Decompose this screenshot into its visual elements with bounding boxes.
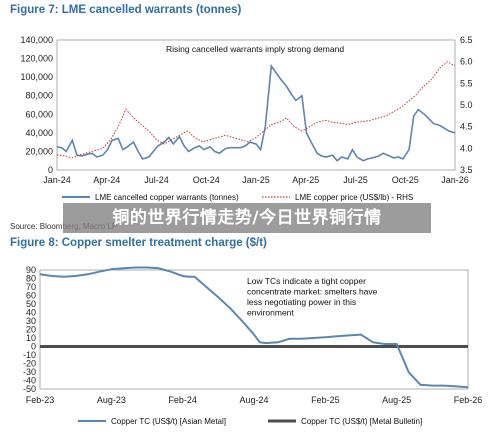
y-tick-label: 0 [31, 342, 36, 352]
x-tick-label: Oct-24 [193, 175, 220, 185]
y-tick-label: 30 [26, 316, 36, 326]
figure7-chart: 0 20,000 40,000 60,000 80,000 100,000 120,000 1… [20, 35, 473, 202]
y-tick-label: 70 [26, 282, 36, 292]
y-tick-label: 90 [26, 265, 36, 275]
y-right-tick-label: 5.5 [460, 78, 473, 88]
x-tick-label: Feb-25 [311, 395, 340, 405]
y-right-tick-label: 5.0 [460, 100, 473, 110]
plot-frame [56, 39, 456, 171]
x-tick-label: Jan-26 [441, 175, 469, 185]
x-tick-label: Apr-25 [292, 175, 319, 185]
x-tick-label: Jan-24 [43, 175, 71, 185]
y-left-tick-label: 40,000 [25, 128, 53, 138]
legend-label-copper-price: LME copper price (US$/lb) - RHS [295, 193, 413, 202]
x-tick-label: Feb-23 [26, 395, 55, 405]
y-left-tick-label: 120,000 [20, 54, 53, 64]
x-tick-label: Apr-24 [93, 175, 120, 185]
watermark-banner: 铜的世界行情走势/今日世界铜行情 [63, 203, 431, 233]
x-tick-label: Jul-25 [343, 175, 368, 185]
y-tick-label: 10 [26, 333, 36, 343]
asian-metal-series-line [39, 266, 469, 389]
y-left-tick-label: 20,000 [25, 146, 53, 156]
copper-price-series-line [56, 61, 456, 159]
warrants-series-line [56, 63, 456, 162]
y-right-tick-label: 3.5 [460, 165, 473, 175]
y-left-tick-label: 80,000 [25, 91, 53, 101]
y-tick-label: -20 [23, 359, 36, 369]
legend-label-warrants: LME cancelled copper warrants (tonnes) [95, 193, 239, 202]
plot-frame [39, 269, 469, 390]
y-left-tick-label: 100,000 [20, 72, 53, 82]
legend-label-asian-metal: Copper TC (US$/t) [Asian Metal] [111, 417, 226, 426]
figure8-annotation-line: Low TCs indicate a tight copper [247, 276, 366, 286]
y-tick-label: -30 [23, 367, 36, 377]
x-tick-label: Aug-24 [239, 395, 268, 405]
y-right-tick-label: 4.5 [460, 122, 473, 132]
y-left-tick-label: 60,000 [25, 109, 53, 119]
figure8-title: Figure 8: Copper smelter treatment charg… [10, 237, 267, 249]
y-left-tick-label: 0 [48, 165, 53, 175]
x-tick-label: Feb-26 [454, 395, 483, 405]
x-tick-label: Aug-25 [382, 395, 411, 405]
x-tick-label: Feb-24 [168, 395, 197, 405]
y-tick-label: -10 [23, 350, 36, 360]
legend-label-metal-bulletin: Copper TC (US$/t) [Metal Bulletin] [301, 417, 422, 426]
y-right-tick-label: 4.0 [460, 143, 473, 153]
figure8-annotation-line: less negotiating power in this [247, 297, 356, 307]
figure8-annotation-line: concentrate market: smelters have [247, 287, 378, 297]
figure7-title: Figure 7: LME cancelled warrants (tonnes… [10, 4, 242, 16]
y-right-tick-label: 6.5 [460, 35, 473, 45]
y-tick-label: 50 [26, 299, 36, 309]
x-tick-label: Jan-25 [242, 175, 270, 185]
y-right-tick-label: 6.0 [460, 57, 473, 67]
y-tick-label: 20 [26, 325, 36, 335]
y-tick-label: -40 [23, 376, 36, 386]
x-tick-label: Jul-24 [144, 175, 169, 185]
y-tick-label: 80 [26, 274, 36, 284]
figure8-annotation-line: environment [247, 308, 294, 318]
y-left-tick-label: 140,000 [20, 35, 53, 45]
figure7-annotation: Rising cancelled warrants imply strong d… [166, 44, 344, 54]
x-tick-label: Aug-23 [97, 395, 126, 405]
y-tick-label: -50 [23, 384, 36, 394]
x-tick-label: Oct-25 [392, 175, 419, 185]
y-tick-label: 40 [26, 308, 36, 318]
y-tick-label: 60 [26, 291, 36, 301]
